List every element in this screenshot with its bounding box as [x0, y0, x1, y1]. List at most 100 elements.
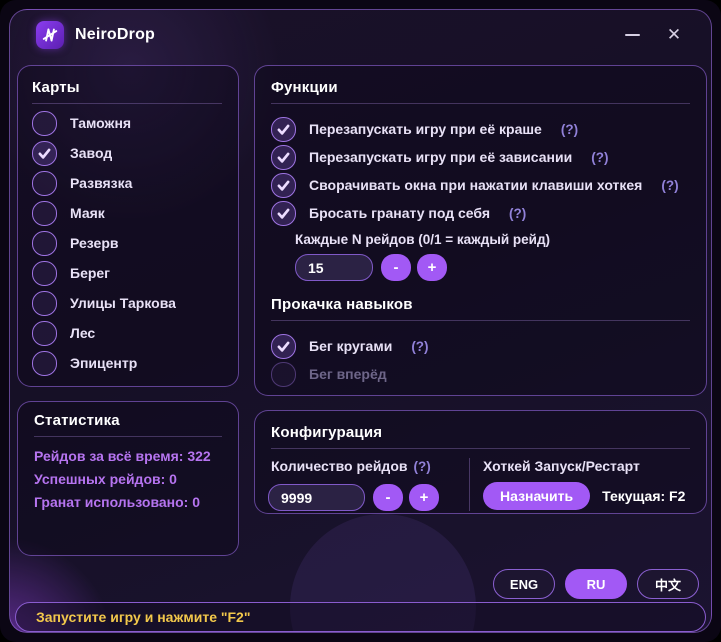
maps-panel: Карты Таможня Завод Развязка Маяк Резерв Бере… [17, 65, 239, 387]
checkbox-unchecked[interactable] [32, 290, 57, 316]
function-option-row[interactable]: Перезапускать игру при её краше (?) [271, 115, 690, 143]
function-option-label: Сворачивать окна при нажатии клавиши хот… [309, 177, 643, 193]
map-item-row[interactable]: Развязка [32, 168, 222, 198]
raid-count-input[interactable] [268, 484, 365, 511]
map-item-label: Развязка [70, 175, 133, 191]
functions-checkbox-list: Перезапускать игру при её краше (?) Переза… [271, 115, 690, 227]
map-item-row[interactable]: Берег [32, 258, 222, 288]
functions-panel: Функции Перезапускать игру при её краше (… [254, 65, 707, 396]
skill-option-row[interactable]: Бег вперёд [271, 360, 690, 388]
close-button[interactable]: ✕ [661, 22, 687, 48]
map-item-label: Эпицентр [70, 355, 138, 371]
checkbox-unchecked[interactable] [271, 361, 296, 387]
checkbox-unchecked[interactable] [32, 230, 57, 256]
n-raids-block: Каждые N рейдов (0/1 = каждый рейд) - + [295, 232, 690, 281]
skill-option-row[interactable]: Бег кругами (?) [271, 332, 690, 360]
checkbox-unchecked[interactable] [32, 320, 57, 346]
help-icon[interactable]: (?) [661, 177, 679, 193]
checkbox-unchecked[interactable] [32, 200, 57, 226]
status-bar: Запустите игру и нажмите "F2" [15, 602, 706, 632]
map-item-row[interactable]: Лес [32, 318, 222, 348]
functions-panel-title: Функции [271, 79, 338, 96]
divider [34, 436, 222, 437]
window-title: NeiroDrop [75, 26, 156, 43]
map-item-label: Резерв [70, 235, 119, 251]
function-option-row[interactable]: Перезапускать игру при её зависании (?) [271, 143, 690, 171]
n-raids-label: Каждые N рейдов (0/1 = каждый рейд) [295, 232, 551, 247]
current-hotkey-text: Текущая: F2 [602, 488, 686, 504]
raid-count-decrement-button[interactable]: - [373, 484, 403, 511]
stat-line: Гранат использовано: 0 [34, 494, 200, 510]
checkbox-checked[interactable] [271, 116, 296, 142]
maps-list: Таможня Завод Развязка Маяк Резерв Берег Улицы… [32, 108, 222, 378]
raid-count-label: Количество рейдов [271, 458, 408, 474]
function-option-row[interactable]: Сворачивать окна при нажатии клавиши хот… [271, 171, 690, 199]
close-icon: ✕ [666, 25, 682, 44]
skills-checkbox-list: Бег кругами (?) Бег вперёд [271, 332, 690, 388]
function-option-label: Перезапускать игру при её краше [309, 121, 542, 137]
n-raids-decrement-button[interactable]: - [381, 254, 411, 281]
n-raids-increment-button[interactable]: + [417, 254, 447, 281]
map-item-row[interactable]: Завод [32, 138, 222, 168]
status-text: Запустите игру и нажмите "F2" [36, 609, 251, 625]
map-item-label: Лес [70, 325, 96, 341]
lang-button-zh[interactable]: 中文 [637, 569, 699, 599]
checkbox-checked[interactable] [271, 172, 296, 198]
divider [271, 448, 690, 449]
map-item-label: Улицы Таркова [70, 295, 176, 311]
map-item-label: Маяк [70, 205, 105, 221]
map-item-label: Завод [70, 145, 113, 161]
stat-line: Успешных рейдов: 0 [34, 471, 177, 487]
help-icon[interactable]: (?) [591, 149, 609, 165]
function-option-row[interactable]: Бросать гранату под себя (?) [271, 199, 690, 227]
lang-button-ru[interactable]: RU [565, 569, 627, 599]
minimize-button[interactable] [619, 22, 645, 48]
skill-option-label: Бег кругами [309, 338, 393, 354]
help-icon[interactable]: (?) [560, 121, 579, 137]
checkbox-unchecked[interactable] [32, 110, 57, 136]
checkbox-checked[interactable] [271, 144, 296, 170]
skill-option-label: Бег вперёд [309, 366, 387, 382]
hotkey-label: Хоткей Запуск/Рестарт [483, 458, 640, 474]
checkbox-unchecked[interactable] [32, 350, 57, 376]
map-item-row[interactable]: Маяк [32, 198, 222, 228]
lang-button-eng[interactable]: ENG [493, 569, 555, 599]
checkbox-checked[interactable] [271, 200, 296, 226]
divider [271, 320, 690, 321]
checkbox-checked[interactable] [32, 140, 57, 166]
language-row: ENG RU 中文 [493, 569, 699, 599]
checkbox-unchecked[interactable] [32, 170, 57, 196]
neirodrop-logo-icon [36, 21, 64, 49]
map-item-label: Таможня [70, 115, 132, 131]
map-item-row[interactable]: Таможня [32, 108, 222, 138]
map-item-row[interactable]: Эпицентр [32, 348, 222, 378]
map-item-row[interactable]: Улицы Таркова [32, 288, 222, 318]
statistics-panel: Статистика Рейдов за всё время: 322 Успеш… [17, 401, 239, 556]
raid-count-help-icon[interactable]: (?) [413, 458, 431, 474]
function-option-label: Перезапускать игру при её зависании [309, 149, 573, 165]
raid-count-block: Количество рейдов (?) - + [268, 458, 456, 511]
assign-hotkey-button[interactable]: Назначить [483, 482, 591, 510]
checkbox-unchecked[interactable] [32, 260, 57, 286]
titlebar: NeiroDrop ✕ [10, 10, 711, 60]
configuration-panel: Конфигурация Количество рейдов (?) - + [254, 410, 707, 514]
divider [271, 103, 690, 104]
help-icon[interactable]: (?) [509, 205, 527, 221]
configuration-panel-title: Конфигурация [271, 424, 383, 441]
checkbox-checked[interactable] [271, 333, 296, 359]
maps-panel-title: Карты [32, 79, 80, 96]
app-window: NeiroDrop ✕ Карты Таможня Завод Развязка Ма… [9, 9, 712, 633]
raid-count-increment-button[interactable]: + [409, 484, 439, 511]
hotkey-block: Хоткей Запуск/Рестарт Назначить Текущая:… [483, 458, 685, 511]
skills-section-title: Прокачка навыков [271, 296, 413, 313]
stat-line: Рейдов за всё время: 322 [34, 448, 211, 464]
minimize-icon [624, 34, 640, 36]
help-icon[interactable]: (?) [411, 338, 429, 354]
n-raids-input[interactable] [295, 254, 373, 281]
vertical-divider [469, 458, 470, 511]
map-item-label: Берег [70, 265, 111, 281]
map-item-row[interactable]: Резерв [32, 228, 222, 258]
statistics-list: Рейдов за всё время: 322 Успешных рейдов:… [34, 445, 222, 514]
statistics-panel-title: Статистика [34, 412, 120, 429]
